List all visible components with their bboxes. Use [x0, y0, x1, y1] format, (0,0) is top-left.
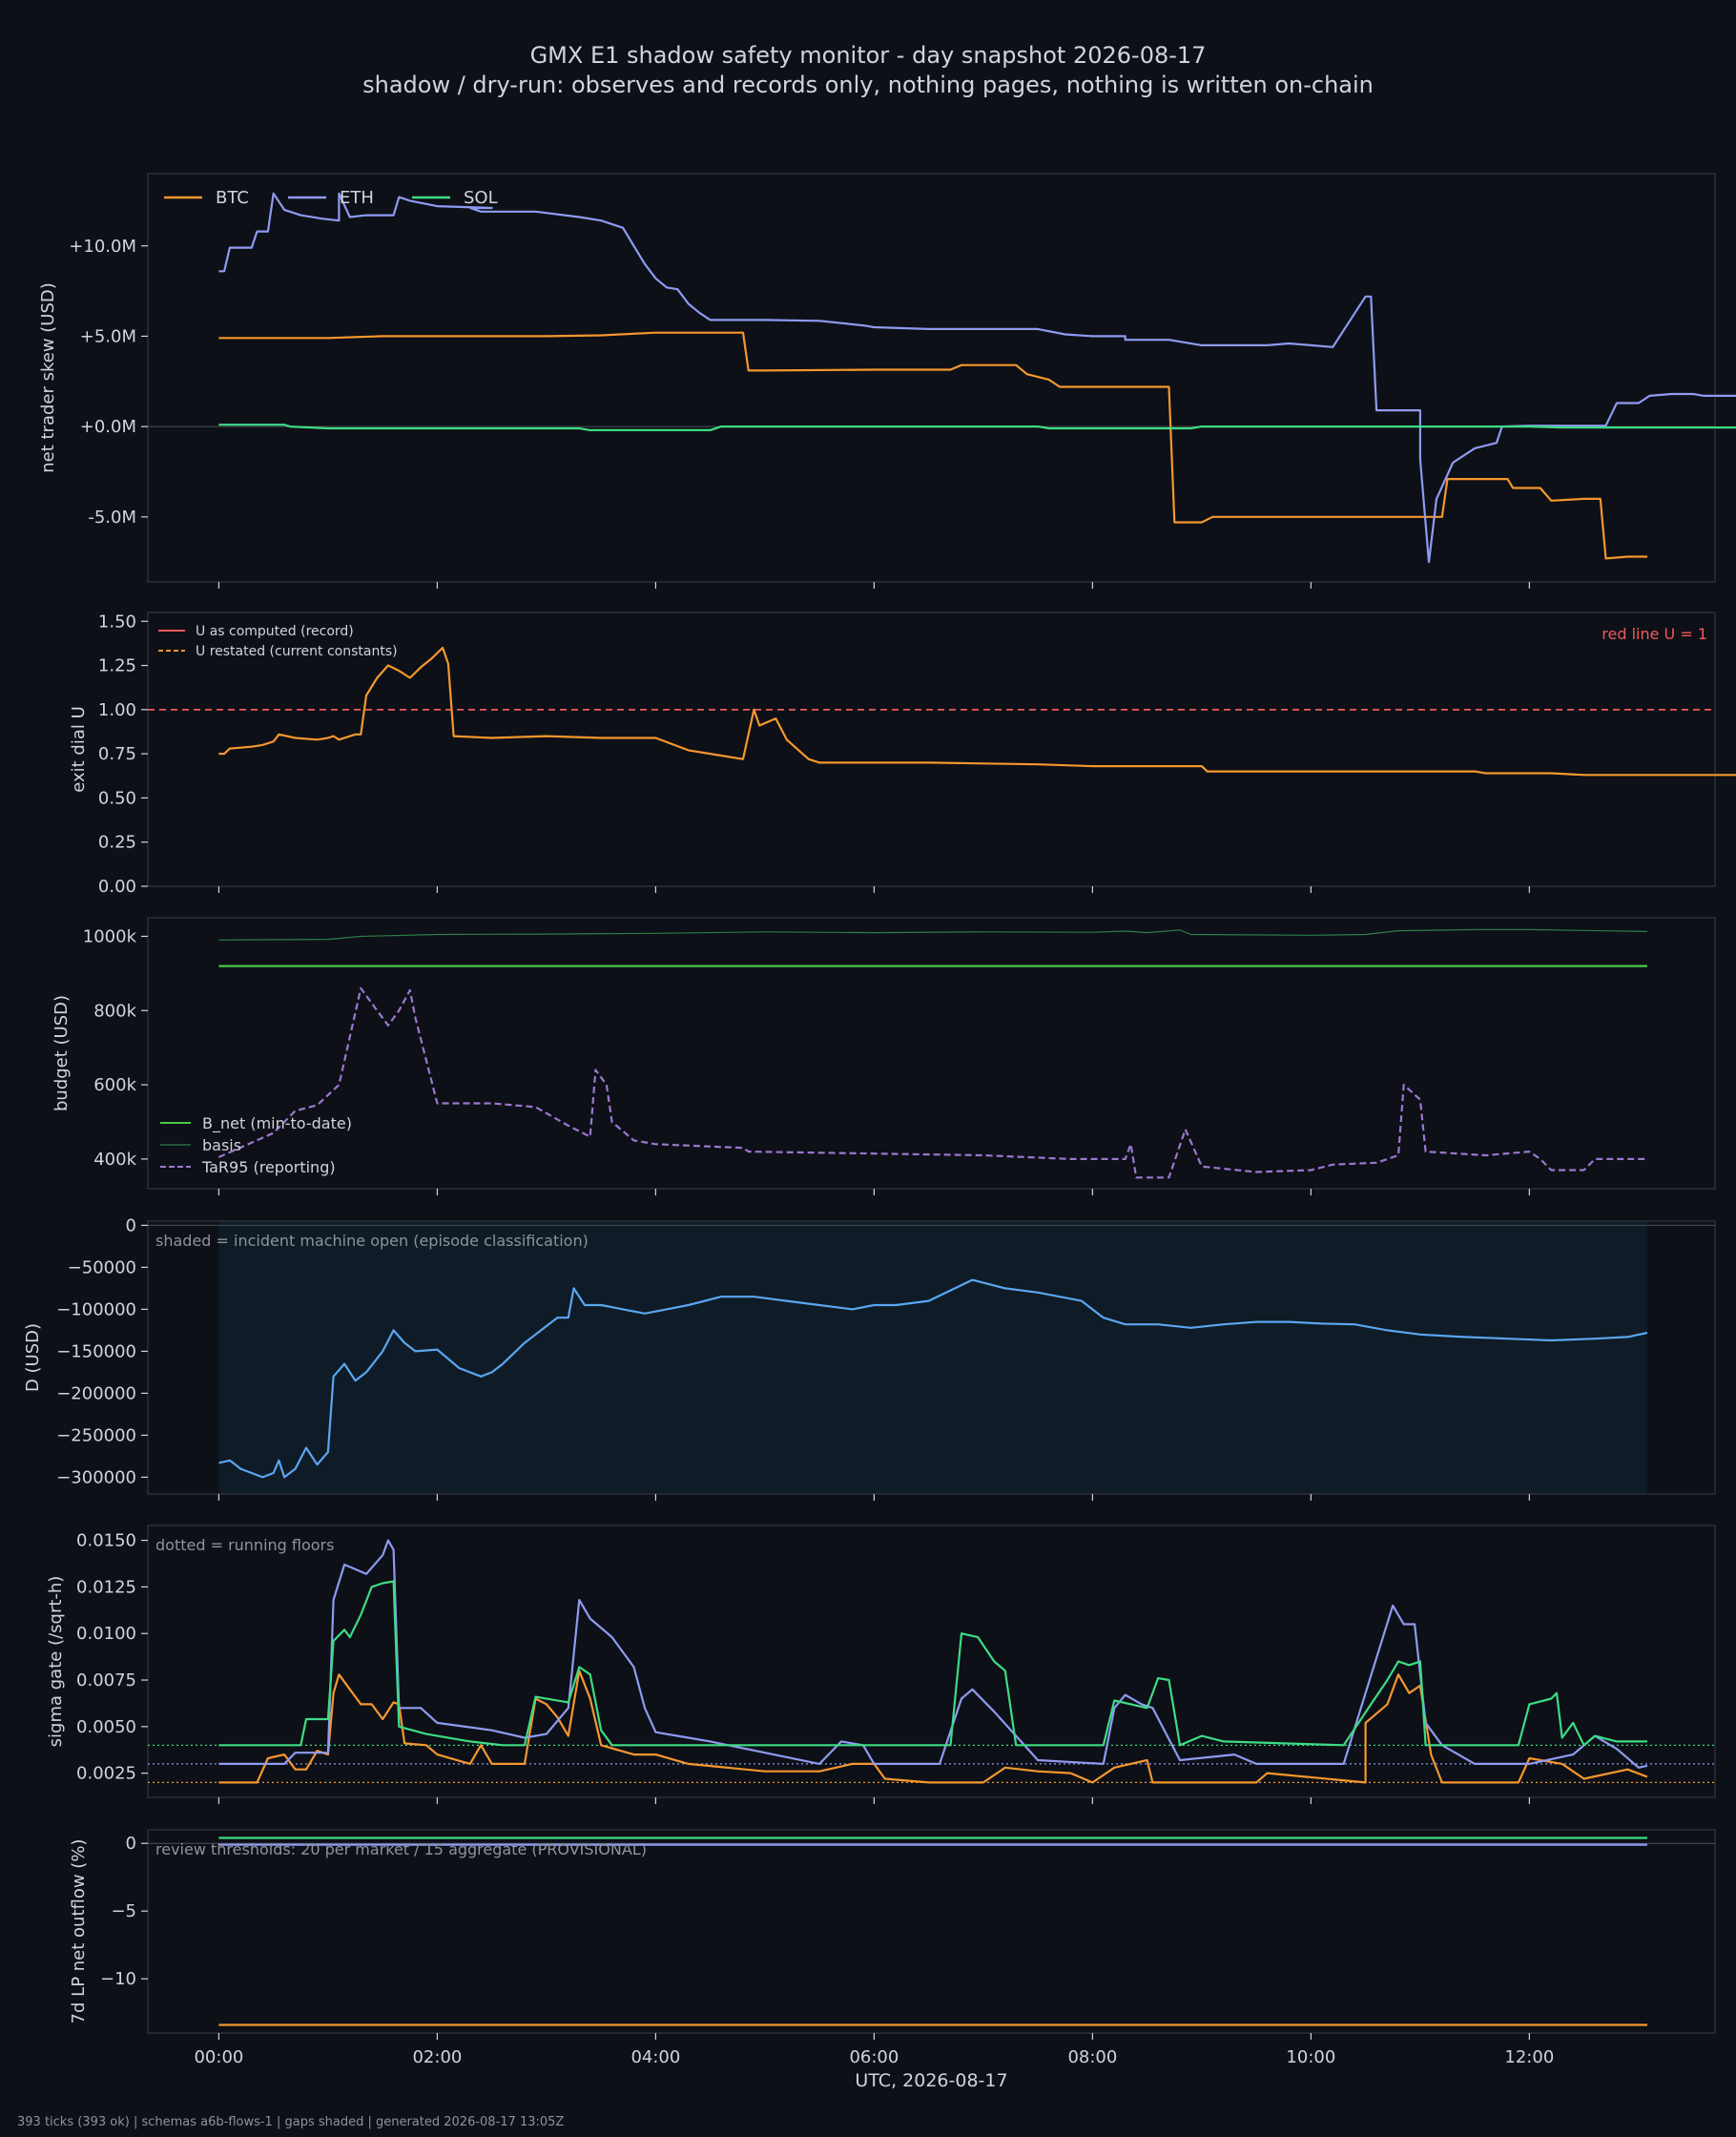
y-tick-label: −200000: [56, 1383, 136, 1403]
x-tick-label: 06:00: [849, 2047, 899, 2067]
series-line-u-restated-current-constants-: [218, 646, 1736, 777]
x-tick-label: 12:00: [1504, 2047, 1554, 2067]
y-tick-label: 1.25: [98, 656, 136, 676]
y-axis-label: budget (USD): [52, 995, 72, 1111]
y-tick-label: 1.50: [98, 612, 136, 632]
series-line-d: [218, 1278, 1648, 1479]
series-line-eth: [218, 1539, 1648, 1769]
x-tick-label: 02:00: [412, 2047, 462, 2067]
legend-label: ETH: [340, 188, 374, 208]
series-line-sol: [218, 424, 1736, 431]
x-tick-label: 10:00: [1286, 2047, 1335, 2067]
panel-annotation: review thresholds: 20 per market / 15 ag…: [155, 1840, 647, 1858]
y-tick-label: 800k: [93, 1001, 136, 1021]
series-line-eth: [218, 192, 1736, 564]
footer-text: 393 ticks (393 ok) | schemas a6b-flows-1…: [17, 2115, 564, 2129]
y-tick-label: −10: [100, 1969, 136, 1989]
y-tick-label: 400k: [93, 1150, 136, 1170]
series-line-sol: [218, 1580, 1647, 1747]
legend-label: U restated (current constants): [196, 644, 398, 659]
legend-label: SOL: [464, 188, 498, 208]
y-axis-label: sigma gate (/sqrt-h): [46, 1576, 66, 1748]
y-axis-label: exit dial U: [69, 706, 89, 793]
y-axis-label: D (USD): [23, 1323, 43, 1392]
y-tick-label: 600k: [93, 1075, 136, 1095]
panel-frame: [147, 1829, 1716, 2034]
panel-annotation: dotted = running floors: [155, 1536, 334, 1554]
panel-5: 0.0025 0.0050 0.0075 0.0100 0.0125 0.0150 sigm…: [46, 1525, 1716, 1804]
red-line-label: red line U = 1: [1602, 625, 1707, 643]
y-axis-label: 7d LP net outflow (%): [69, 1839, 89, 2024]
panel-6: 0 −5 −10 7d LP net outflow (%) review thresh…: [69, 1829, 1716, 2091]
y-tick-label: −5: [111, 1901, 136, 1921]
y-tick-label: 0.0050: [76, 1717, 136, 1737]
panel-frame: [147, 917, 1716, 1190]
chart-title: GMX E1 shadow safety monitor - day snaps…: [530, 42, 1207, 69]
chart-subtitle: shadow / dry-run: observes and records o…: [362, 72, 1374, 98]
legend-label: U as computed (record): [196, 624, 354, 639]
y-tick-label: 1000k: [83, 926, 137, 946]
y-tick-label: −50000: [68, 1257, 136, 1277]
legend-label: BTC: [216, 188, 249, 208]
panel-frame: [147, 612, 1716, 887]
y-tick-label: −100000: [56, 1299, 136, 1319]
y-tick-label: 0.25: [98, 833, 136, 853]
x-tick-label: 00:00: [194, 2047, 243, 2067]
series-line-tar95-reporting-: [217, 986, 1647, 1179]
y-tick-label: 0.0100: [76, 1624, 136, 1644]
y-tick-label: 0.0025: [76, 1764, 136, 1784]
y-tick-label: 0.0125: [76, 1577, 136, 1597]
y-tick-label: −250000: [56, 1425, 136, 1445]
legend-label: TaR95 (reporting): [201, 1158, 336, 1176]
series-line-basis: [218, 928, 1648, 941]
panel-1: +10.0M +5.0M +0.0M -5.0M net trader skew (US…: [38, 173, 1736, 589]
x-axis-label: UTC, 2026-08-17: [855, 2070, 1007, 2091]
panel-annotation: shaded = incident machine open (episode …: [155, 1232, 589, 1250]
y-tick-label: 1.00: [98, 700, 136, 720]
panel-frame: [147, 173, 1716, 583]
y-tick-label: +5.0M: [80, 326, 136, 346]
panel-frame: [147, 1525, 1716, 1798]
y-tick-label: +0.0M: [80, 417, 136, 437]
incident-shade: [218, 1221, 1648, 1494]
y-tick-label: 0.75: [98, 744, 136, 764]
y-tick-label: 0.00: [98, 877, 136, 897]
y-tick-label: -5.0M: [88, 508, 136, 528]
panel-3: 400k 600k 800k 1000k budget (USD) B_net (min-…: [52, 917, 1716, 1195]
y-tick-label: −300000: [56, 1467, 136, 1487]
y-tick-label: 0: [126, 1215, 136, 1235]
panel-4: 0 −50000 −100000 −150000 −200000 −250000 −3000…: [23, 1215, 1716, 1501]
panels: +10.0M +5.0M +0.0M -5.0M net trader skew (US…: [23, 173, 1736, 2091]
y-tick-label: +10.0M: [69, 237, 136, 257]
y-tick-label: 0.0150: [76, 1531, 136, 1551]
legend-label: B_net (min-to-date): [202, 1114, 352, 1133]
y-tick-label: 0.0075: [76, 1670, 136, 1691]
x-tick-label: 04:00: [630, 2047, 680, 2067]
series-line-btc: [218, 331, 1647, 560]
y-axis-label: net trader skew (USD): [38, 282, 58, 473]
panel-2: 0.00 0.25 0.50 0.75 1.00 1.25 1.50 exit dial U r…: [69, 612, 1736, 897]
x-tick-label: 08:00: [1067, 2047, 1117, 2067]
y-tick-label: 0: [126, 1834, 136, 1854]
legend-label: basis: [202, 1136, 241, 1154]
y-tick-label: 0.50: [98, 788, 136, 808]
series-line-btc: [218, 1670, 1648, 1784]
panel-frame: [147, 1220, 1716, 1495]
y-tick-label: −150000: [56, 1341, 136, 1361]
